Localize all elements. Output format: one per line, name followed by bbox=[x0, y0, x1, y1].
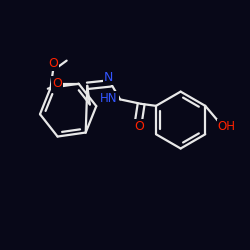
Text: HN: HN bbox=[100, 92, 118, 105]
Text: O: O bbox=[48, 57, 58, 70]
Text: O: O bbox=[134, 120, 144, 133]
Text: OH: OH bbox=[218, 120, 236, 133]
Text: N: N bbox=[104, 71, 114, 84]
Text: O: O bbox=[52, 77, 62, 90]
